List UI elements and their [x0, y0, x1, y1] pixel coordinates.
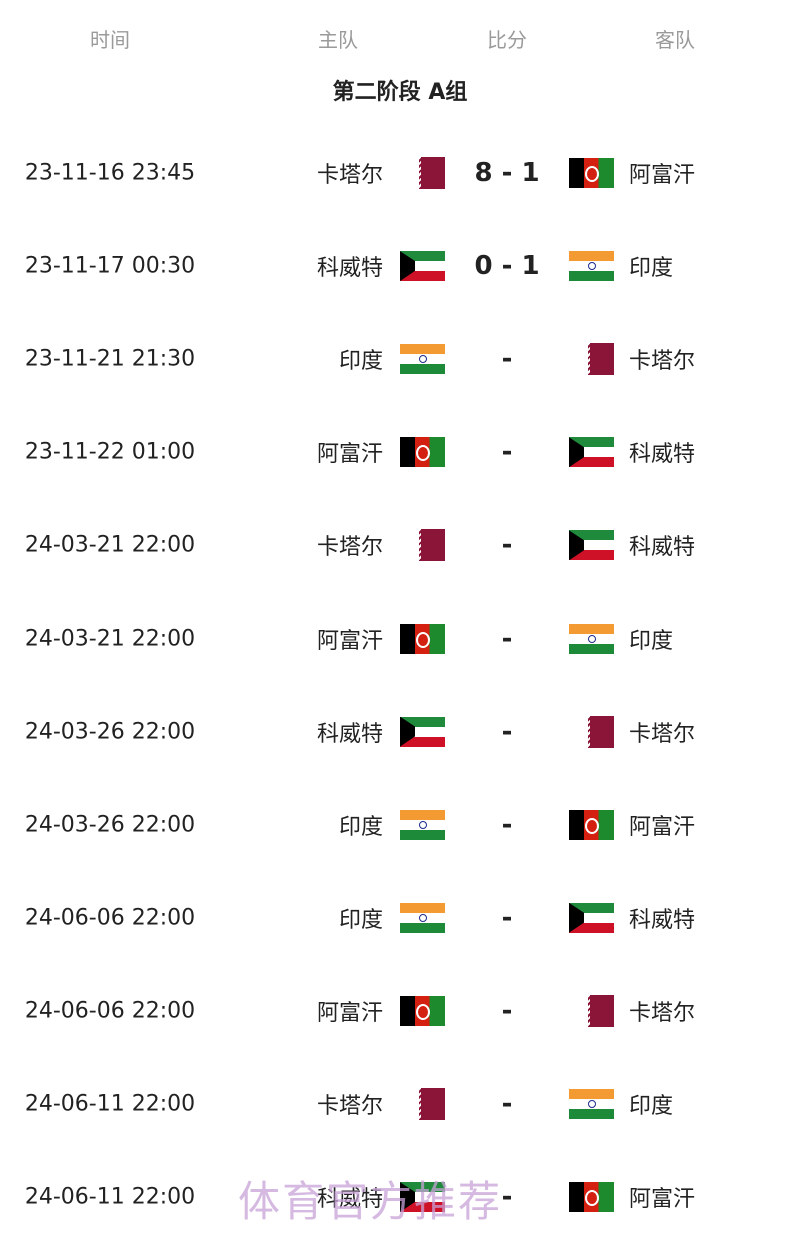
score: -: [501, 1089, 513, 1119]
match-time: 24-06-06 22:00: [24, 998, 196, 1024]
match-time: 24-03-26 22:00: [24, 812, 196, 838]
home-team: 阿富汗: [316, 442, 383, 468]
score: -: [501, 344, 513, 375]
home-team: 卡塔尔: [316, 535, 383, 561]
away-team: 印度: [629, 256, 674, 282]
home-team: 印度: [338, 907, 383, 933]
home-flag: [400, 902, 445, 933]
away-flag: [582, 343, 614, 376]
match-time: 24-03-21 22:00: [24, 532, 196, 558]
away-flag: [569, 251, 614, 282]
home-flag: [400, 1182, 445, 1213]
home-flag: [400, 437, 445, 468]
away-team: 科威特: [629, 907, 696, 933]
home-team: 卡塔尔: [316, 163, 383, 188]
match-time: 23-11-22 01:00: [24, 439, 196, 465]
match-time: 24-03-26 22:00: [24, 719, 196, 745]
away-flag: [569, 437, 614, 468]
away-team: 卡塔尔: [629, 721, 696, 747]
score: -: [501, 902, 513, 933]
home-flag: [413, 529, 445, 562]
away-team: 科威特: [629, 535, 696, 561]
away-team: 卡塔尔: [629, 349, 696, 375]
away-flag: [569, 902, 614, 933]
home-team: 印度: [338, 349, 383, 375]
match-time: 24-06-11 22:00: [24, 1091, 196, 1117]
match-time: 23-11-17 00:30: [24, 253, 196, 279]
match-time: 24-06-06 22:00: [24, 905, 196, 931]
away-team: 阿富汗: [629, 1187, 696, 1213]
away-team: 印度: [629, 628, 674, 654]
column-header: 时间: [90, 28, 130, 52]
away-flag: [569, 1089, 614, 1119]
home-flag: [400, 809, 445, 840]
score: -: [501, 809, 513, 840]
score: -: [501, 995, 513, 1026]
home-flag: [400, 995, 445, 1026]
home-flag: [413, 157, 445, 189]
home-flag: [400, 344, 445, 375]
score: -: [501, 716, 513, 747]
watermark: 体育官方推荐: [238, 1177, 503, 1226]
column-header: 主队: [318, 28, 358, 52]
away-team: 科威特: [629, 442, 696, 468]
away-flag: [582, 994, 614, 1027]
home-team: 阿富汗: [316, 628, 383, 654]
home-team: 卡塔尔: [316, 1094, 383, 1119]
match-time: 24-06-11 22:00: [24, 1184, 196, 1210]
column-header: 比分: [487, 28, 527, 52]
away-flag: [569, 623, 614, 654]
home-team: 阿富汗: [316, 1000, 383, 1026]
match-time: 24-03-21 22:00: [24, 626, 196, 651]
score: 8 - 1: [474, 158, 540, 188]
away-team: 卡塔尔: [629, 1000, 696, 1026]
away-flag: [569, 530, 614, 561]
group-title: 第二阶段 A组: [332, 80, 468, 105]
home-team: 科威特: [316, 721, 383, 747]
home-flag: [400, 716, 445, 747]
score: -: [501, 1182, 513, 1213]
away-team: 阿富汗: [629, 163, 696, 188]
away-flag: [569, 158, 614, 188]
match-time: 23-11-16 23:45: [24, 160, 196, 186]
match-time: 23-11-21 21:30: [24, 346, 196, 372]
away-flag: [569, 809, 614, 840]
home-team: 科威特: [316, 256, 383, 282]
score: -: [501, 530, 513, 561]
column-header: 客队: [655, 28, 695, 52]
home-flag: [400, 251, 445, 282]
home-team: 科威特: [316, 1187, 383, 1213]
away-team: 印度: [629, 1094, 674, 1119]
home-flag: [400, 623, 445, 654]
away-flag: [582, 715, 614, 748]
home-team: 印度: [338, 814, 383, 840]
away-flag: [569, 1182, 614, 1213]
away-team: 阿富汗: [629, 814, 696, 840]
score: 0 - 1: [474, 251, 540, 282]
score: -: [501, 437, 513, 468]
home-flag: [413, 1088, 445, 1120]
score: -: [501, 623, 513, 654]
